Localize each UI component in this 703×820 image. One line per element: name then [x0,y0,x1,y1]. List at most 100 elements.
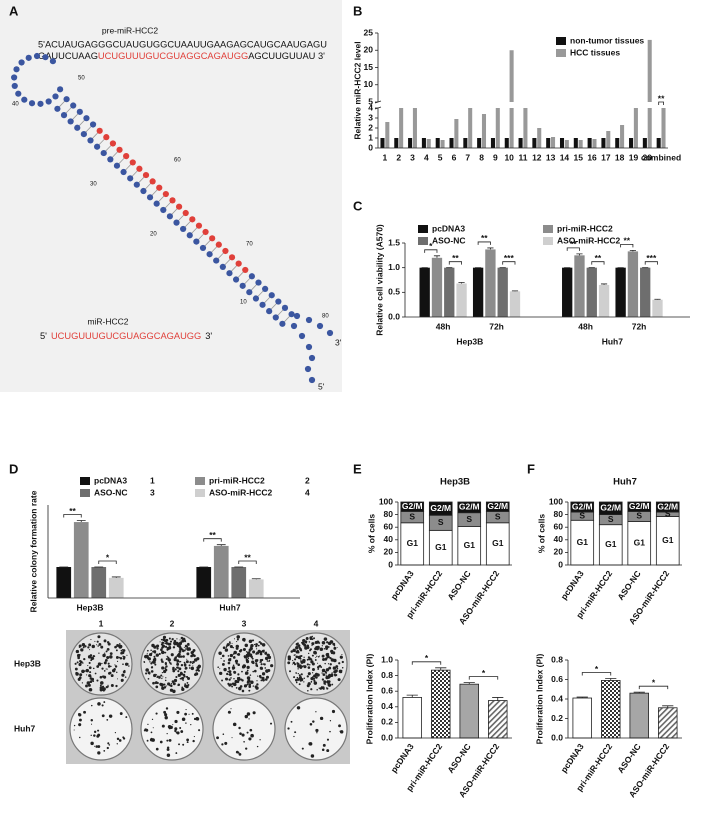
colony [101,704,104,707]
colony [311,667,315,671]
colony [109,652,113,656]
bar [196,567,212,598]
colony [224,648,229,652]
bar [426,139,431,148]
colony [223,667,227,672]
colony [118,739,122,742]
nucleotide [226,270,233,277]
colony [185,648,187,650]
colony [194,673,197,676]
colony [339,730,344,734]
colony [307,652,310,655]
colony [162,638,166,642]
bar [213,545,229,598]
bar [108,577,124,598]
segment-label: G1 [464,540,476,550]
colony [303,656,305,658]
colony [332,666,337,670]
bar [559,138,565,148]
colony [245,657,248,659]
colony [259,642,263,645]
bar [463,138,468,148]
colony [96,640,99,643]
colony [295,650,299,654]
sequence-part: AGCUUGUUAU 3' [248,51,325,61]
colony [146,652,148,654]
colony [83,710,86,714]
x-tick-label: 6 [452,152,457,162]
x-tick-label: ASO-NC [615,742,642,775]
bar [449,138,454,148]
colony [332,651,336,655]
colony [316,655,318,657]
segment-label: G1 [435,542,447,552]
nucleotide [326,329,334,337]
colony [89,680,93,684]
colony [311,654,314,657]
colony [228,672,232,676]
colony [292,661,296,665]
colony [253,643,256,646]
nucleotide [100,149,107,157]
x-tick-label: 20 [643,152,653,162]
bar [385,122,390,148]
bar [532,138,537,148]
colony [229,643,231,645]
significance-label: * [482,668,486,678]
bar [642,138,647,148]
colony [73,724,76,727]
bar [509,50,514,148]
x-tick-label: 10 [504,152,514,162]
colony [174,656,177,659]
colony [164,642,167,645]
nucleotide [248,273,255,280]
colony [154,673,156,675]
colony [232,722,237,727]
plate [140,697,204,761]
colony [308,663,311,666]
colony [104,659,108,662]
bar [231,567,247,598]
bar [490,138,495,148]
colony [313,668,315,670]
colony [154,646,156,648]
colony [161,672,164,674]
colony [244,671,249,675]
colony [341,654,343,656]
segment-label: G2/M [430,503,451,513]
nucleotide [255,279,262,286]
legend-label: pcDNA3 [94,475,127,485]
bar [587,138,592,148]
colony [103,639,107,643]
significance-bracket [644,261,658,265]
colony [161,724,165,728]
error-bar [216,544,226,546]
colony [315,676,318,679]
colony [257,675,259,677]
colony [149,661,151,663]
colony [120,649,123,652]
colony [81,682,84,684]
colony [256,683,259,686]
nucleotide [21,96,28,103]
colony [227,661,231,665]
colony [231,666,236,670]
colony [110,684,114,688]
colony [325,646,328,648]
nucleotide [156,184,163,191]
colony [164,667,167,670]
panel-a: A pre-miR-HCC2 5'ACUAUGAGGGCUAUGUGGCUAAU… [0,0,342,392]
colony [159,740,163,744]
colony [256,680,258,682]
nucleotide [246,289,253,296]
colony [164,713,168,717]
colony [161,660,164,663]
colony [159,675,161,677]
colony [242,648,246,652]
colony [230,677,232,679]
nucleotide [149,178,156,185]
colony [163,686,167,689]
colony [168,661,171,664]
significance-label: * [652,677,656,687]
colony [104,652,106,654]
